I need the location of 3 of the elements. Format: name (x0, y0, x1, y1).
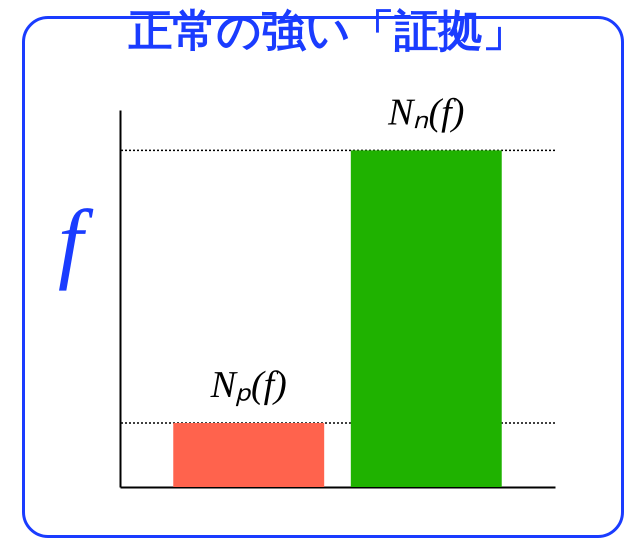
annotation: Nₙ(f) (387, 91, 464, 134)
annotation: Nₚ(f) (210, 364, 287, 408)
y-axis-title: f (58, 192, 94, 292)
